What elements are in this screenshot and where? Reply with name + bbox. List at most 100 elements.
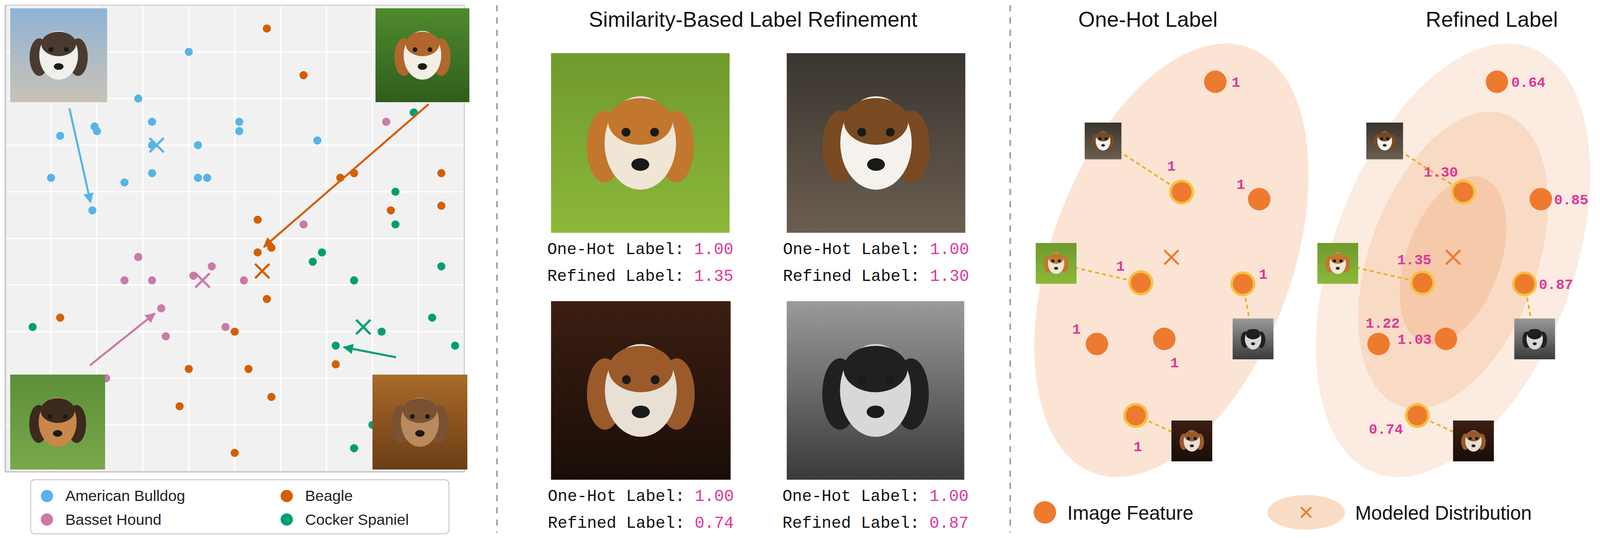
legend-label: American Bulldog xyxy=(65,486,186,505)
photo-nose xyxy=(1250,342,1256,346)
image-feature xyxy=(1406,404,1429,427)
caption-value: 1.00 xyxy=(929,487,969,507)
point xyxy=(194,140,203,149)
photo xyxy=(1514,318,1556,360)
photo-nose xyxy=(867,158,885,172)
photo-eye xyxy=(649,127,659,137)
photo-background xyxy=(372,374,468,470)
photo-background xyxy=(1317,243,1359,284)
photo xyxy=(10,8,108,103)
distribution xyxy=(1321,85,1585,435)
photo-eye xyxy=(1475,437,1479,441)
feature-label: 1 xyxy=(1116,258,1125,275)
photo-eye xyxy=(1057,259,1061,263)
caption-value: 1.00 xyxy=(930,240,970,260)
photo-eye xyxy=(1193,437,1197,441)
label-panel: Refined Label0.641.300.851.350.871.221.0… xyxy=(1262,6,1600,515)
point xyxy=(262,24,271,33)
photo-head xyxy=(38,397,77,447)
photo-patch xyxy=(608,97,673,145)
grid-line-y xyxy=(5,284,465,286)
point xyxy=(317,248,327,257)
feature-label: 1 xyxy=(1072,321,1081,338)
photo-eye xyxy=(409,414,415,419)
photo-head xyxy=(1329,252,1346,275)
point xyxy=(194,173,203,182)
caption-value: 1.00 xyxy=(694,487,734,507)
photo-eye xyxy=(47,414,53,419)
caption-value: 0.87 xyxy=(929,514,969,533)
photo-patch xyxy=(1048,253,1064,264)
feature-label: 0.85 xyxy=(1554,192,1589,209)
feature-label: 1.22 xyxy=(1365,315,1400,333)
series xyxy=(102,117,391,383)
image-feature xyxy=(1434,327,1458,351)
photo-head xyxy=(1095,131,1111,151)
photo-patch xyxy=(41,31,77,57)
feature-label: 1.03 xyxy=(1397,332,1432,349)
caption: Refined Label:1.35 xyxy=(547,267,734,287)
photo xyxy=(1035,243,1077,284)
photo-background xyxy=(551,53,730,233)
photo-nose xyxy=(1382,143,1387,147)
arrow xyxy=(69,108,91,203)
legend-swatch xyxy=(1033,500,1057,524)
caption: One-Hot Label:1.00 xyxy=(782,487,969,507)
photo xyxy=(786,53,966,233)
photo xyxy=(786,301,965,481)
point xyxy=(391,220,400,229)
photo-background xyxy=(1171,420,1213,462)
legend-label: Image Feature xyxy=(1067,502,1194,524)
panel-title: One-Hot Label xyxy=(1078,7,1218,32)
photo-nose xyxy=(1053,266,1059,270)
point xyxy=(377,327,386,336)
point xyxy=(184,364,193,373)
photo-eye xyxy=(1254,334,1258,338)
caption-value: 1.30 xyxy=(930,267,970,287)
photo-head xyxy=(1183,430,1200,452)
photo xyxy=(1366,122,1403,160)
scatter-panel: American BulldogBasset HoundBeagleCocker… xyxy=(5,5,470,534)
point xyxy=(244,364,253,373)
photo-eye xyxy=(1104,137,1108,141)
arrow xyxy=(263,104,429,248)
photo-nose xyxy=(1189,444,1194,448)
photo xyxy=(372,374,468,470)
caption-text: One-Hot Label: xyxy=(547,240,685,260)
photo xyxy=(375,8,470,103)
photo-eye xyxy=(1098,137,1102,141)
photo-patch xyxy=(1378,131,1392,142)
grid-line-y xyxy=(5,144,465,146)
feature-label: 1 xyxy=(1170,355,1179,372)
caption: One-Hot Label:1.00 xyxy=(782,240,969,260)
photo-eye xyxy=(62,414,68,419)
photo-eye xyxy=(1187,437,1191,441)
point xyxy=(120,178,129,187)
distribution xyxy=(1262,6,1600,515)
point xyxy=(175,402,184,411)
point xyxy=(134,94,143,103)
photo-head xyxy=(604,343,677,437)
image-feature xyxy=(1529,187,1553,211)
feature-label: 1 xyxy=(1259,266,1268,284)
photo-background xyxy=(551,301,731,481)
photo-patch xyxy=(844,97,909,145)
image-feature xyxy=(1247,187,1271,211)
photo-patch xyxy=(402,398,437,424)
photo-eye xyxy=(1248,334,1252,338)
caption-text: Refined Label: xyxy=(547,514,685,533)
caption-text: Refined Label: xyxy=(782,267,920,287)
photo-eye xyxy=(885,127,895,137)
photo xyxy=(1171,420,1213,462)
image-feature xyxy=(1170,180,1194,204)
caption-text: One-Hot Label: xyxy=(547,487,685,507)
photo-background xyxy=(1453,420,1495,462)
legend-label: Modeled Distribution xyxy=(1355,502,1532,524)
feature-label: 0.87 xyxy=(1538,277,1574,294)
photo-eye xyxy=(857,127,867,137)
photo-patch xyxy=(1245,328,1261,340)
point xyxy=(437,201,446,210)
photo-eye xyxy=(856,375,866,385)
photo-patch xyxy=(1096,131,1110,142)
point xyxy=(349,276,358,285)
